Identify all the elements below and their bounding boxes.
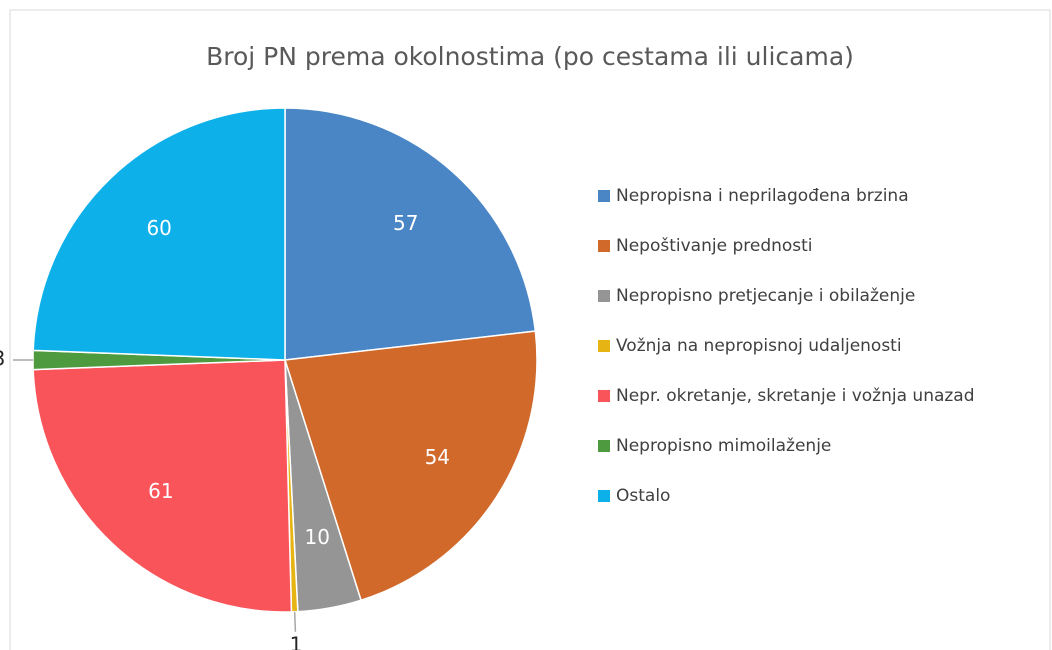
- data-label: 1: [290, 632, 303, 650]
- legend-label: Nepropisna i neprilagođena brzina: [616, 186, 909, 206]
- leader-line: [293, 611, 297, 632]
- pie-slice: [32, 359, 293, 613]
- data-label: 10: [305, 525, 330, 549]
- legend-label: Ostalo: [616, 486, 670, 506]
- pie-slice: [284, 330, 538, 602]
- legend-swatch: [598, 390, 610, 402]
- legend-swatch: [598, 340, 610, 352]
- legend-label: Nepoštivanje prednosti: [616, 236, 813, 256]
- data-label: 61: [148, 479, 173, 503]
- legend-label: Vožnja na nepropisnoj udaljenosti: [616, 336, 902, 356]
- data-label: 3: [0, 347, 5, 371]
- legend-swatch: [598, 190, 610, 202]
- data-label: 57: [393, 211, 418, 235]
- legend-swatch: [598, 440, 610, 452]
- legend-swatch: [598, 240, 610, 252]
- legend-label: Nepr. okretanje, skretanje i vožnja unaz…: [616, 386, 975, 406]
- legend-label: Nepropisno mimoilaženje: [616, 436, 831, 456]
- data-label: 54: [425, 445, 450, 469]
- pie-slice: [32, 107, 286, 361]
- pie-slice: [284, 107, 537, 361]
- data-label: 60: [146, 216, 171, 240]
- legend-swatch: [598, 490, 610, 502]
- legend-label: Nepropisno pretjecanje i obilaženje: [616, 286, 915, 306]
- chart-title: Broj PN prema okolnostima (po cestama il…: [206, 42, 854, 71]
- legend-swatch: [598, 290, 610, 302]
